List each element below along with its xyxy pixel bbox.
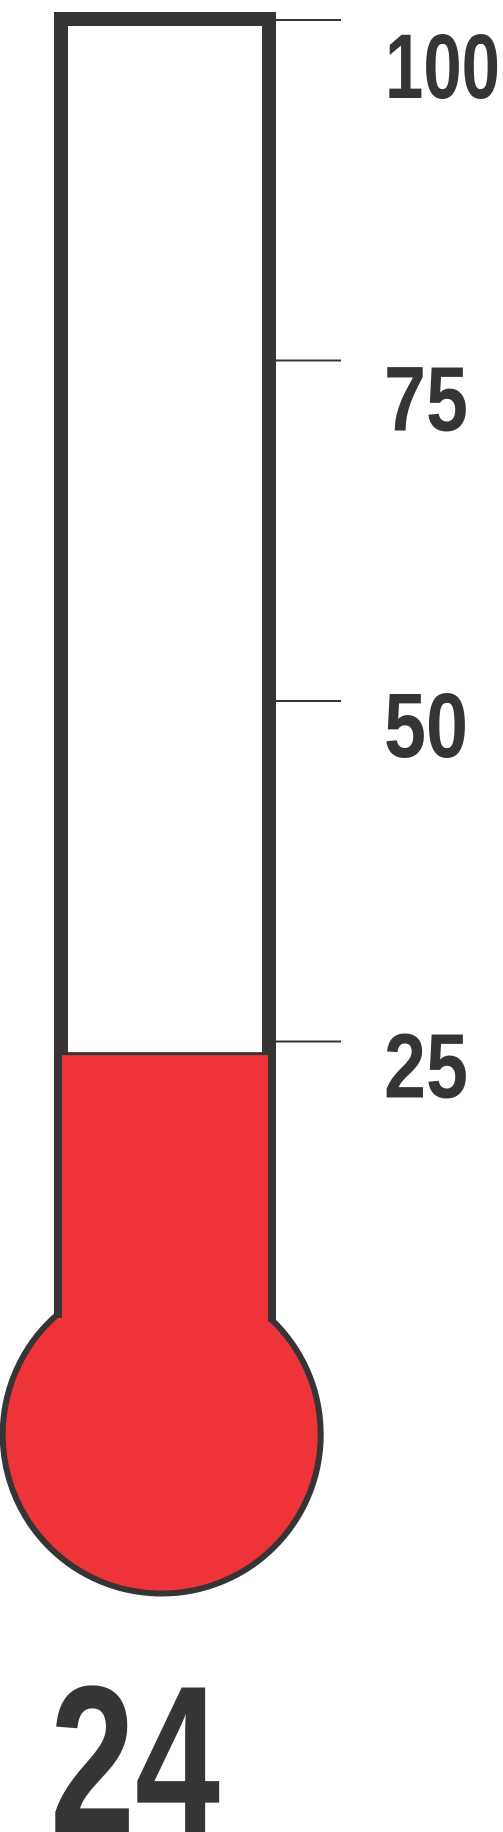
tick-label-50: 50 — [384, 675, 468, 777]
tick-label-25: 25 — [384, 1016, 468, 1118]
bulb-seam-cover — [62, 1055, 270, 1064]
tick-label-75: 75 — [384, 349, 468, 451]
tick-label-100: 100 — [385, 16, 500, 118]
thermometer-bulb — [0, 1052, 324, 1597]
tick-group: 100 75 50 25 — [276, 16, 500, 1118]
thermometer-value-label: 24 — [50, 1642, 220, 1832]
